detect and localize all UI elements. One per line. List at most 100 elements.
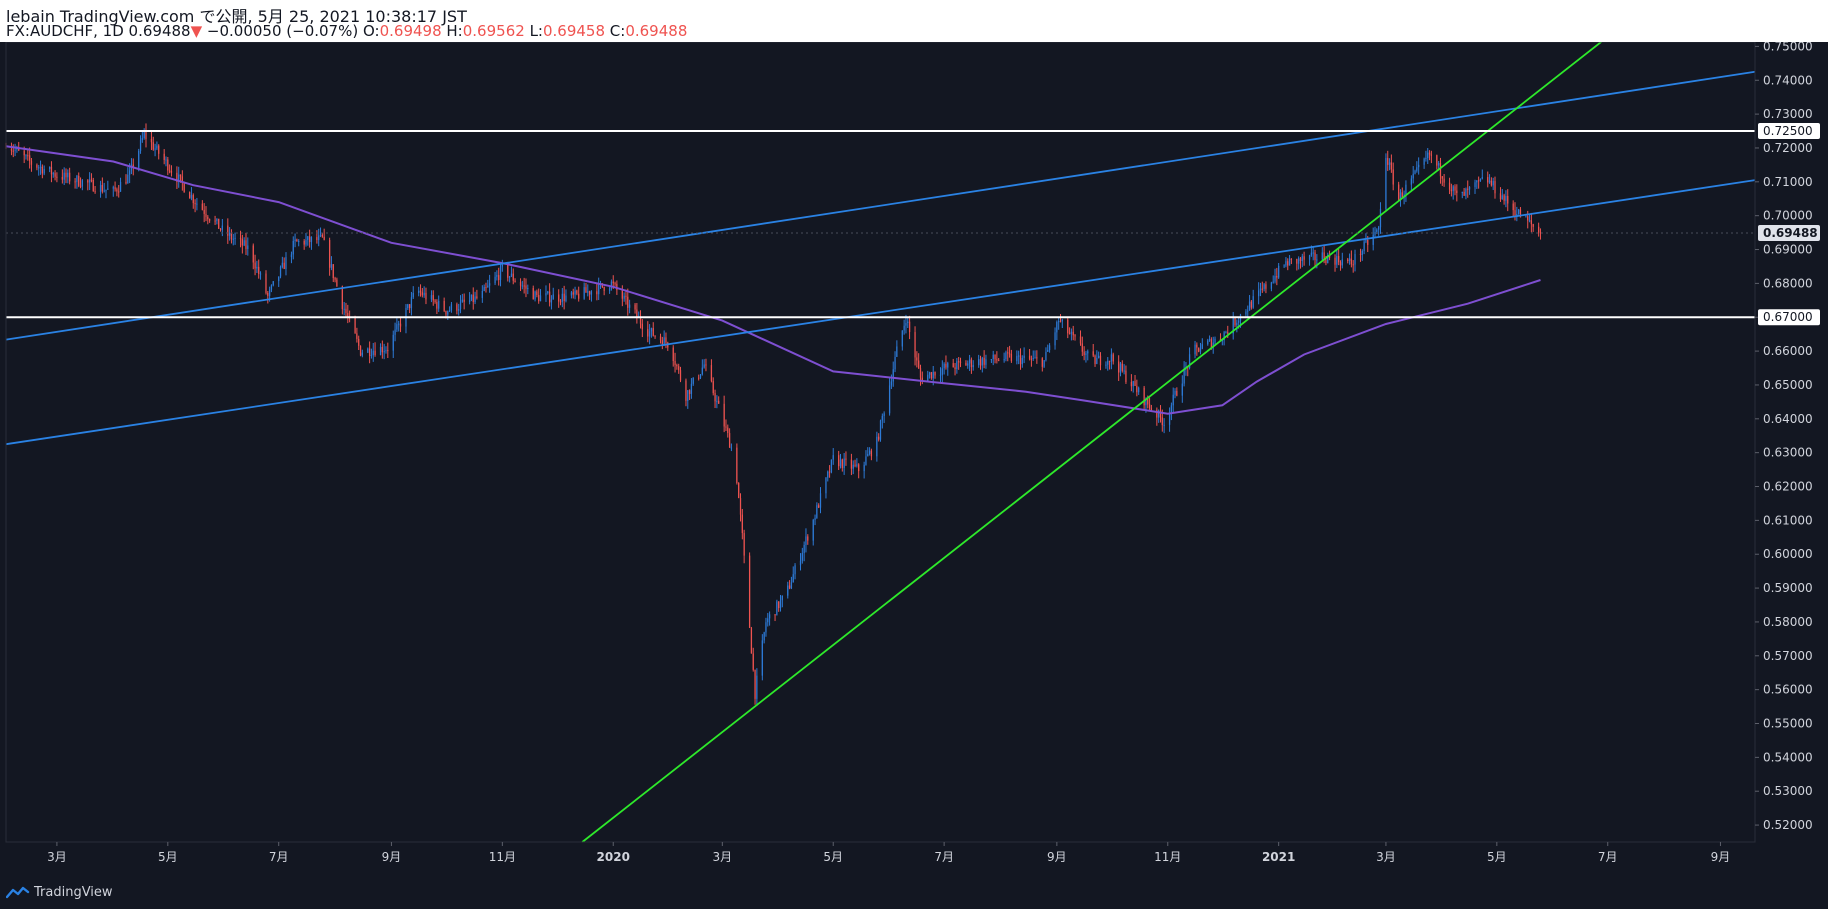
candle	[858, 463, 860, 479]
candle-body	[125, 181, 127, 184]
candle-body	[867, 454, 869, 457]
candle-body	[1079, 336, 1082, 344]
candle-body	[1290, 258, 1293, 260]
level-price-box	[1758, 309, 1820, 326]
candle	[705, 358, 707, 372]
candle-body	[163, 153, 165, 160]
candle-body	[625, 295, 627, 297]
candle-body	[992, 354, 994, 360]
candle	[181, 170, 183, 191]
candle	[294, 233, 296, 248]
candle-body	[168, 170, 171, 172]
candle-body	[858, 464, 860, 472]
candle-body	[1003, 359, 1005, 361]
candle-body	[1359, 253, 1362, 255]
candle-body	[1428, 152, 1431, 155]
candle	[347, 304, 349, 324]
last-price-text: 0.69488	[128, 22, 191, 40]
candle	[996, 351, 998, 364]
candle-body	[105, 189, 107, 191]
candle-body	[1514, 210, 1516, 216]
candle	[650, 327, 653, 338]
symbol-text[interactable]: FX:AUDCHF, 1D	[6, 22, 124, 40]
candle-body	[876, 436, 878, 457]
candle	[1414, 169, 1416, 175]
candle-body	[1410, 178, 1413, 185]
candle-body	[650, 328, 653, 332]
candle-body	[730, 447, 733, 449]
candle	[283, 257, 285, 270]
candle	[50, 161, 53, 183]
candle	[152, 136, 154, 151]
candle-body	[1143, 387, 1145, 406]
candle-body	[419, 290, 422, 293]
candle	[525, 278, 527, 298]
price-chart[interactable]: 0.52000 0.53000 0.54000 0.55000 0.56000 0.570…	[0, 42, 1828, 878]
candle	[328, 237, 331, 276]
candle-body	[341, 286, 343, 310]
x-tick-label: 5月	[823, 850, 843, 864]
candle-body	[878, 436, 880, 440]
candle	[183, 181, 185, 193]
candle-body	[574, 290, 576, 295]
candle	[474, 291, 476, 305]
candle	[1298, 256, 1300, 270]
candle-body	[1425, 158, 1427, 160]
close-label: C:	[609, 22, 626, 40]
candle-body	[1518, 209, 1520, 214]
candle-body	[1245, 311, 1247, 315]
candle-body	[1327, 254, 1329, 264]
candle-body	[1158, 410, 1160, 418]
candle	[1428, 150, 1431, 161]
candle-body	[267, 292, 269, 296]
candle-body	[1405, 184, 1407, 195]
candle-body	[852, 464, 854, 469]
candle	[812, 518, 814, 546]
candle	[876, 431, 878, 462]
candle	[448, 306, 451, 313]
footer-brand[interactable]: TradingView	[34, 885, 113, 900]
candle	[125, 174, 127, 185]
candle-body	[603, 287, 605, 291]
x-tick-label: 7月	[934, 850, 954, 864]
candle	[1443, 174, 1445, 187]
candle	[1085, 350, 1087, 363]
candle	[512, 268, 514, 285]
candle	[1314, 249, 1316, 269]
candle-body	[476, 296, 478, 298]
tradingview-logo-icon[interactable]	[6, 886, 30, 900]
candle	[983, 350, 985, 369]
candle-body	[1347, 259, 1349, 262]
candle	[1350, 250, 1353, 268]
candle	[558, 289, 560, 308]
candle	[1327, 252, 1329, 264]
candle-body	[927, 374, 929, 382]
candle	[1528, 214, 1531, 223]
candle-body	[458, 309, 460, 311]
candle	[816, 502, 818, 519]
candle-body	[1045, 351, 1047, 361]
candle-body	[1454, 186, 1456, 191]
candle-body	[132, 164, 134, 168]
candle-body	[176, 172, 178, 183]
candle-body	[1278, 265, 1280, 278]
x-tick-label: 7月	[1598, 850, 1618, 864]
candle-body	[1501, 195, 1503, 200]
candle	[1283, 264, 1285, 268]
candle-body	[1348, 258, 1351, 262]
candle	[539, 289, 542, 302]
candle-body	[839, 459, 842, 467]
candle-body	[756, 675, 758, 699]
candle-body	[1385, 158, 1387, 209]
candle-body	[1527, 216, 1529, 221]
candle	[576, 289, 578, 296]
candle	[854, 459, 856, 468]
candle-body	[583, 287, 585, 299]
candle	[367, 347, 369, 354]
candle	[1172, 387, 1174, 413]
candle-body	[743, 533, 745, 556]
candle	[919, 364, 922, 386]
candle	[1274, 268, 1276, 284]
candle	[868, 447, 871, 456]
candle	[1265, 281, 1267, 294]
